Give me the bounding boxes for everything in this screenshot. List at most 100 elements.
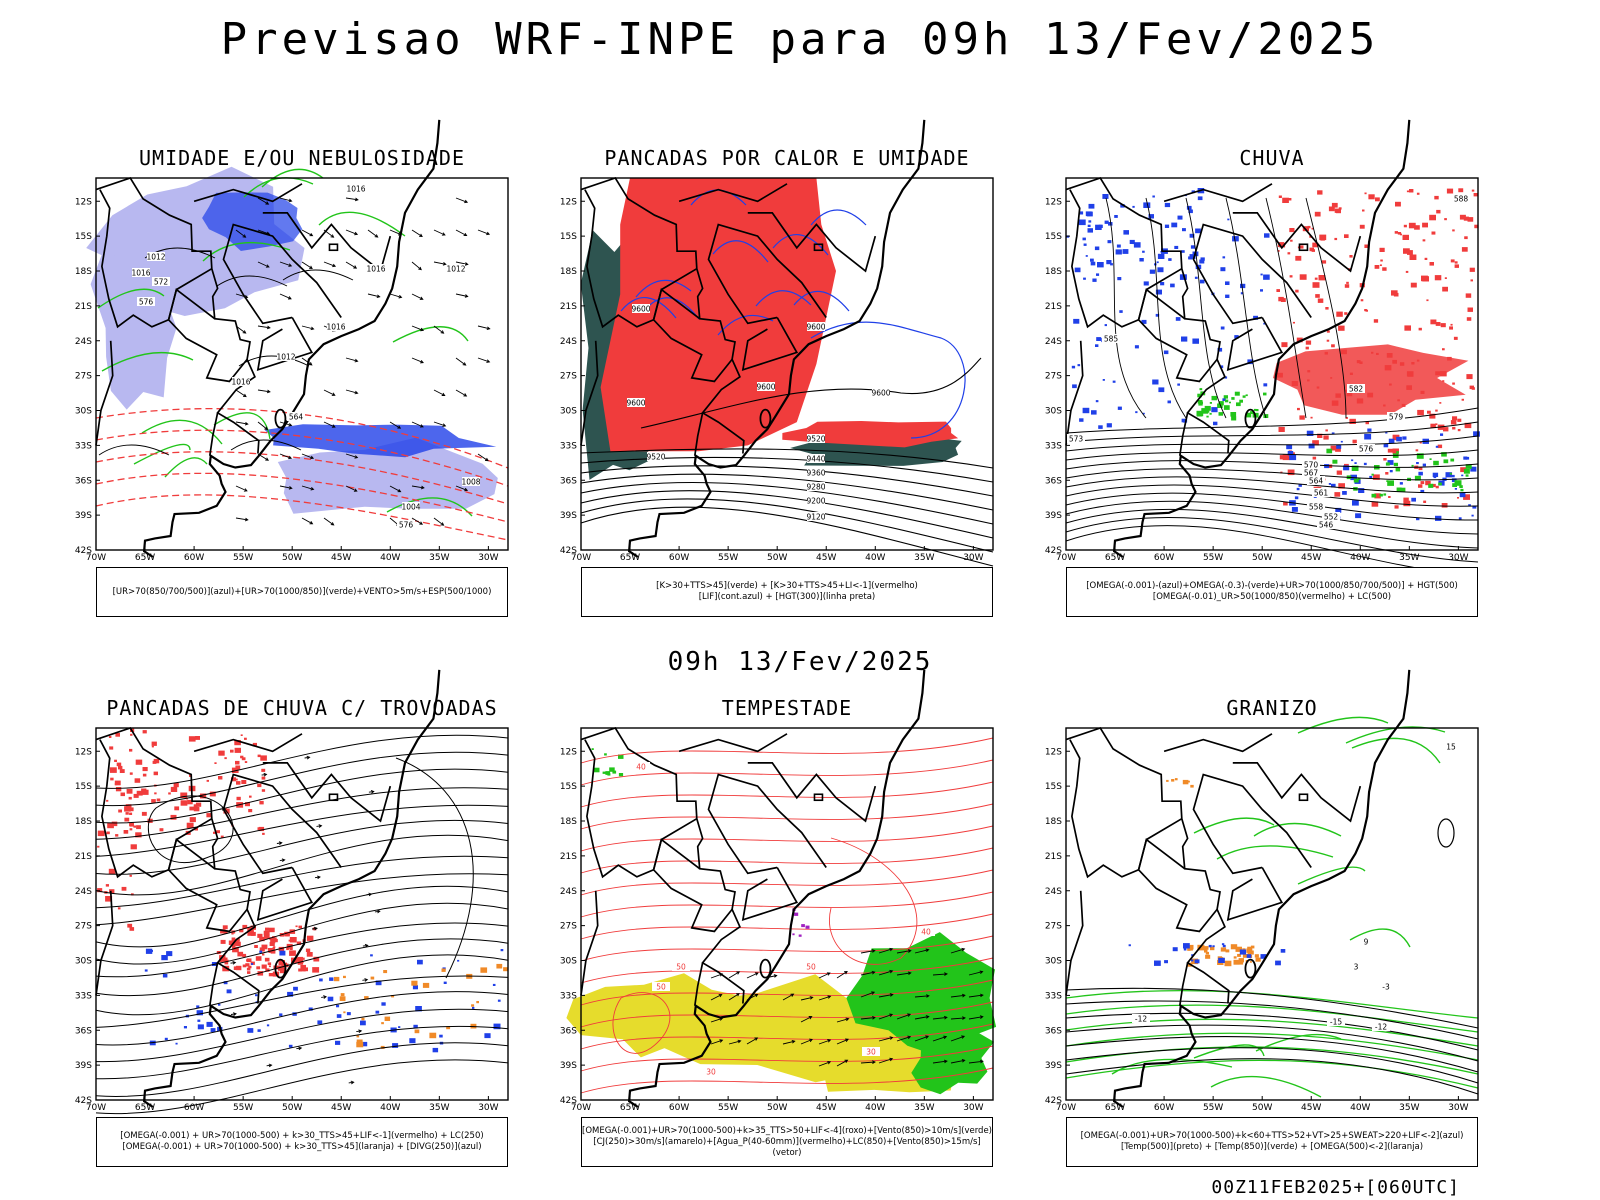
political-border — [1178, 412, 1189, 456]
precip-area-blue — [1083, 277, 1086, 280]
precip-area-green — [1460, 488, 1464, 492]
storm-area-red — [248, 965, 252, 969]
precip-area-green — [1224, 399, 1229, 403]
wind-area-green — [618, 754, 624, 759]
streamline-arrow — [276, 841, 283, 845]
humidity-core-blue — [264, 424, 497, 458]
hail-area-blue — [1191, 954, 1194, 957]
political-border — [1065, 726, 1230, 1004]
caption-tempestade: [OMEGA(-0.001)+UR>70(1000-500)+k>35_TTS>… — [581, 1117, 993, 1167]
storm-area-red — [262, 953, 265, 956]
storm-area-red — [206, 779, 209, 782]
political-border — [652, 288, 733, 383]
precip-area-red — [1473, 193, 1478, 197]
precip-area-red — [1362, 209, 1365, 212]
wind-vector — [367, 229, 379, 238]
wind-vector — [235, 517, 249, 522]
temp850-contour-green — [1349, 928, 1411, 948]
political-border — [580, 726, 745, 1004]
contour-label: 582 — [1349, 385, 1364, 394]
contour-label-bg — [1372, 1022, 1390, 1031]
storm-area-red — [117, 907, 121, 910]
precip-area-green — [1429, 458, 1432, 460]
storm-area-red — [105, 896, 113, 902]
political-border — [193, 733, 303, 753]
lon-tick-label: 50W — [767, 1103, 787, 1113]
streamline-arrow — [374, 909, 381, 914]
contour-label-bg — [1102, 334, 1120, 343]
streamline — [95, 954, 509, 1016]
height-contour-black — [580, 465, 994, 497]
contour-label-bg — [152, 277, 170, 286]
precip-area-blue — [1225, 294, 1230, 298]
geopotential-contour-black — [1065, 484, 1479, 507]
storm-area-red — [209, 791, 216, 797]
wind-vector — [301, 453, 315, 460]
wind-area-green — [618, 773, 624, 777]
lat-tick-label: 30S — [1045, 407, 1062, 417]
political-border — [208, 962, 219, 1006]
precip-area-blue — [1155, 313, 1160, 317]
pressure-contour-black — [98, 444, 170, 456]
precip-area-green — [1428, 483, 1434, 488]
pressure-contour-black — [282, 269, 354, 281]
lat-tick-label: 33S — [1045, 991, 1062, 1001]
lat-tick-label: 33S — [75, 441, 92, 451]
storm-area-red — [314, 970, 318, 973]
storm-area-red — [249, 795, 252, 798]
divergence-area-blue — [144, 969, 148, 972]
contour-label-bg — [1387, 412, 1405, 421]
streamline — [395, 757, 474, 979]
precip-area-red — [1317, 298, 1324, 303]
humidity-contour-green — [243, 177, 314, 198]
severe-area-purple — [805, 925, 810, 929]
lon-tick-label: 55W — [1203, 553, 1223, 563]
geopotential-contour-black — [1065, 476, 1479, 494]
storm-area-orange — [383, 970, 388, 974]
temp850-contour-green — [1253, 822, 1342, 837]
storm-area-red — [312, 967, 320, 973]
storm-area-orange — [343, 975, 346, 979]
storm-area-orange — [339, 996, 346, 1001]
storm-area-red — [240, 755, 244, 759]
precip-area-blue — [1102, 379, 1105, 381]
lon-tick-label: 40W — [380, 1103, 400, 1113]
precip-area-red — [1404, 325, 1411, 331]
wind-vector — [860, 991, 876, 998]
contour-label-bg — [652, 982, 670, 991]
storm-area-red — [263, 930, 270, 936]
streamline-arrow — [311, 926, 318, 931]
precip-area-red — [1299, 415, 1305, 420]
storm-area-orange — [356, 1041, 364, 1048]
omega-area-orange — [1166, 779, 1169, 782]
contour-label-bg — [132, 268, 150, 277]
precip-area-blue — [1114, 215, 1118, 218]
political-border — [652, 838, 733, 933]
lat-tick-label: 39S — [560, 1061, 577, 1071]
omega-area-orange — [1205, 954, 1211, 959]
precip-area-blue — [1110, 263, 1113, 266]
wind-vector — [878, 1057, 894, 1064]
temp850-contour-green — [1065, 989, 1479, 1019]
wind-vector — [301, 325, 315, 331]
contour-label-bg — [1302, 460, 1320, 469]
wind-vector — [279, 453, 293, 460]
wind-vector — [301, 357, 313, 366]
storm-area-orange — [503, 967, 509, 972]
hail-area-blue — [1246, 954, 1252, 958]
precip-area-red — [1344, 312, 1348, 315]
storm-area-red — [213, 831, 216, 834]
geopotential-contour-black — [1065, 421, 1479, 443]
wind-vector — [710, 993, 723, 1001]
precip-area-blue — [1164, 224, 1170, 228]
contour-label: 576 — [1359, 445, 1374, 454]
precip-area-red — [1403, 248, 1410, 254]
storm-area-red — [230, 749, 234, 753]
precip-area-blue — [1411, 497, 1416, 502]
lon-tick-label: 65W — [1105, 553, 1125, 563]
political-border — [1069, 739, 1183, 879]
storm-area-orange — [340, 993, 345, 997]
precip-area-red — [1310, 416, 1313, 419]
storm-area-red — [265, 968, 270, 972]
precip-area-blue — [1328, 483, 1331, 485]
